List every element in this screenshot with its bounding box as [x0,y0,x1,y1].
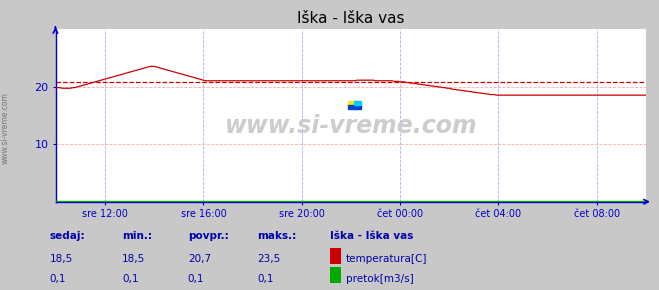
Text: 0,1: 0,1 [122,274,138,284]
Text: www.si-vreme.com: www.si-vreme.com [1,92,10,164]
Text: Iška - Iška vas: Iška - Iška vas [330,231,413,241]
Text: 20,7: 20,7 [188,254,211,264]
Text: 0,1: 0,1 [49,274,66,284]
Text: sedaj:: sedaj: [49,231,85,241]
Bar [348,105,361,109]
Text: temperatura[C]: temperatura[C] [346,254,428,264]
Text: 0,1: 0,1 [188,274,204,284]
Bar [348,101,361,105]
Text: 23,5: 23,5 [257,254,280,264]
Text: 18,5: 18,5 [49,254,72,264]
Text: 0,1: 0,1 [257,274,273,284]
Text: 18,5: 18,5 [122,254,145,264]
Text: min.:: min.: [122,231,152,241]
Text: maks.:: maks.: [257,231,297,241]
Bar [355,101,361,105]
Text: www.si-vreme.com: www.si-vreme.com [225,114,477,138]
Text: pretok[m3/s]: pretok[m3/s] [346,274,414,284]
Title: Iška - Iška vas: Iška - Iška vas [297,11,405,26]
Text: povpr.:: povpr.: [188,231,229,241]
